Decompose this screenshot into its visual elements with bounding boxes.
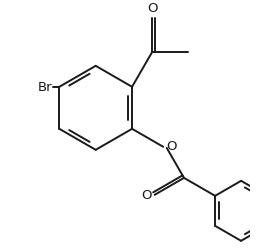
Text: O: O: [141, 188, 152, 202]
Text: Br: Br: [38, 81, 52, 94]
Text: O: O: [166, 140, 176, 152]
Text: O: O: [147, 2, 157, 15]
